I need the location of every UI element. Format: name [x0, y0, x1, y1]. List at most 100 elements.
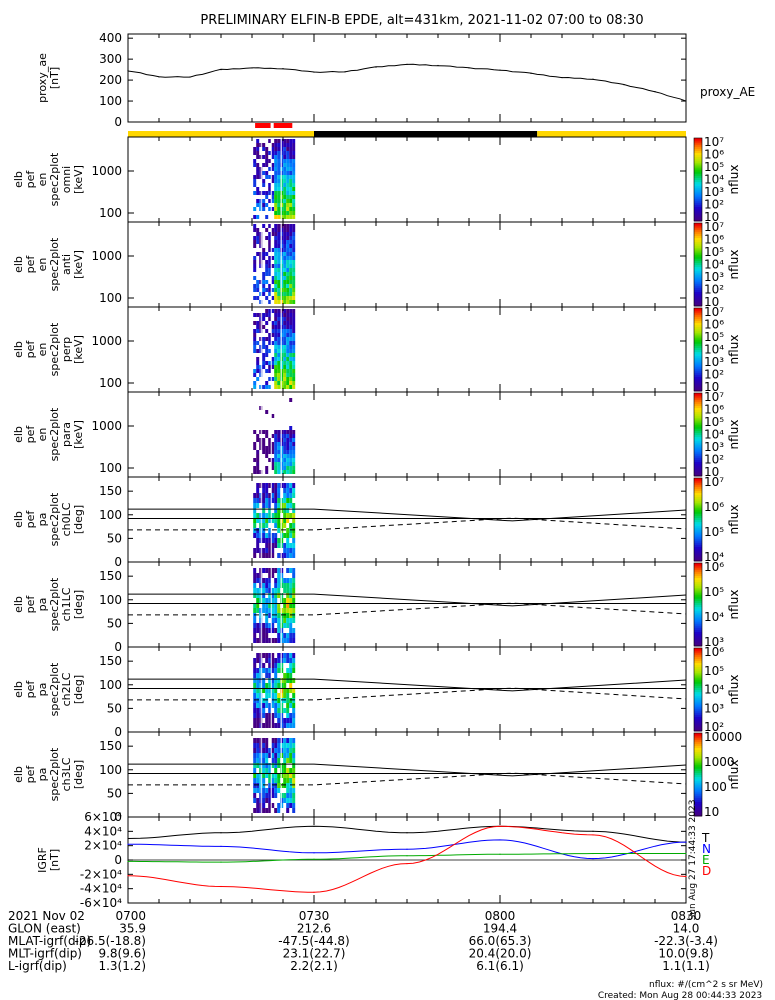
colorbar-cell	[694, 384, 702, 388]
spectrogram-cell	[259, 191, 263, 195]
y-axis-label: spec2plot	[48, 237, 61, 291]
spectrogram-cell	[265, 236, 269, 240]
spectrogram-cell	[286, 183, 290, 187]
colorbar-cell	[694, 225, 702, 228]
spectrogram-cell	[271, 309, 275, 313]
spectrogram-cell	[262, 248, 266, 252]
spectrogram-cell	[277, 738, 281, 743]
colorbar-cell	[694, 194, 702, 197]
spectrogram-cell	[253, 748, 257, 753]
y-axis-label: spec2plot	[48, 577, 61, 631]
colorbar-tick-label: 10⁶	[704, 403, 724, 417]
data-point	[499, 69, 501, 71]
spectrogram-cell	[253, 658, 257, 663]
spectrogram-cell	[256, 543, 260, 548]
data-point	[685, 100, 687, 102]
spectrogram-cell	[286, 748, 290, 753]
spectrogram-cell	[289, 232, 293, 236]
spectrogram-cell	[256, 458, 260, 462]
colorbar-tick-label: 10⁶	[704, 318, 724, 332]
spectrogram-cell	[268, 438, 272, 442]
spectrogram-cell	[253, 183, 257, 187]
colorbar-cell	[694, 813, 702, 817]
spectrogram-cell	[253, 276, 257, 280]
spectrogram-cell	[253, 151, 257, 155]
colorbar-cell	[694, 573, 702, 576]
spectrogram-cell	[289, 236, 293, 240]
spectrogram-cell	[292, 503, 296, 508]
spectrogram-cell	[283, 325, 287, 329]
colorbar-frame	[693, 732, 703, 817]
data-point	[158, 76, 160, 78]
spectrogram-cell	[259, 718, 263, 723]
colorbar-cell	[694, 258, 702, 261]
spectrogram-cell	[289, 361, 293, 365]
spectrogram-cell	[289, 753, 293, 758]
spectrogram-cell	[289, 171, 293, 175]
spectrogram-cell	[262, 147, 266, 151]
spectrogram-cell	[274, 357, 278, 361]
spectrogram-cell	[292, 203, 296, 207]
spectrogram-cell	[256, 187, 260, 191]
spectrogram-cell	[289, 284, 293, 288]
spectrogram-cell	[292, 698, 296, 703]
y-tick-label: 4×10⁴	[84, 824, 122, 838]
spectrogram-cell	[283, 430, 287, 434]
spectrogram-cell	[277, 179, 281, 183]
spectrogram-cell	[277, 788, 281, 793]
y-tick-label: 100	[99, 94, 122, 108]
spectrogram-cell	[268, 588, 272, 593]
spectrogram-cell	[277, 317, 281, 321]
spectrogram-cell	[253, 470, 257, 474]
spectrogram-cell	[265, 381, 269, 385]
spectrogram-cell	[256, 493, 260, 498]
spectrogram-cell	[289, 288, 293, 292]
spectrogram-cell	[271, 195, 275, 199]
spectrogram-cell	[292, 523, 296, 528]
spectrogram-cell	[286, 578, 290, 583]
red-marker	[273, 123, 293, 128]
spectrogram-cell	[271, 155, 275, 159]
y-axis-label: [deg]	[72, 505, 85, 534]
spectrogram-cell	[286, 623, 290, 628]
colorbar-cell	[694, 461, 702, 465]
spectrogram-cell	[262, 199, 266, 203]
colorbar-cell	[694, 175, 702, 178]
colorbar-tick-label: 10⁶	[704, 645, 724, 659]
spectrogram-cell	[286, 568, 290, 573]
footer-value: 0730	[299, 909, 330, 923]
spectrogram-cell	[253, 236, 257, 240]
spectrogram-cell	[286, 341, 290, 345]
spectrogram-cell	[286, 533, 290, 538]
footer-value: 194.4	[483, 922, 517, 936]
spectrogram-cell	[292, 280, 296, 284]
colorbar-cell	[694, 747, 702, 751]
spectrogram-cell	[286, 240, 290, 244]
colorbar-tick-label: 10⁷	[704, 475, 724, 489]
data-point	[592, 852, 594, 855]
spectrogram-cell	[259, 673, 263, 678]
colorbar-cell	[694, 509, 702, 512]
spectrogram-cell	[256, 548, 260, 553]
spectrogram-cell	[268, 240, 272, 244]
spectrogram-cell	[271, 414, 275, 418]
spectrogram-cell	[283, 673, 287, 678]
spectrogram-cell	[286, 337, 290, 341]
spectrogram-cell	[277, 333, 281, 337]
spectrogram-cell	[292, 438, 296, 442]
colorbar-cell	[694, 451, 702, 454]
spectrogram-cell	[277, 143, 281, 147]
colorbar-cell	[694, 279, 702, 282]
spectrogram-cell	[292, 317, 296, 321]
spectrogram-cell	[262, 763, 266, 768]
spectrogram-cell	[283, 195, 287, 199]
y-tick-label: 100	[99, 461, 122, 475]
spectrogram-cell	[265, 454, 269, 458]
colorbar-cell	[694, 252, 702, 255]
spectrogram-cell	[265, 718, 269, 723]
spectrogram-cell	[286, 658, 290, 663]
colorbar-cell	[694, 592, 702, 595]
spectrogram-cell	[253, 713, 257, 718]
spectrogram-cell	[292, 215, 296, 219]
